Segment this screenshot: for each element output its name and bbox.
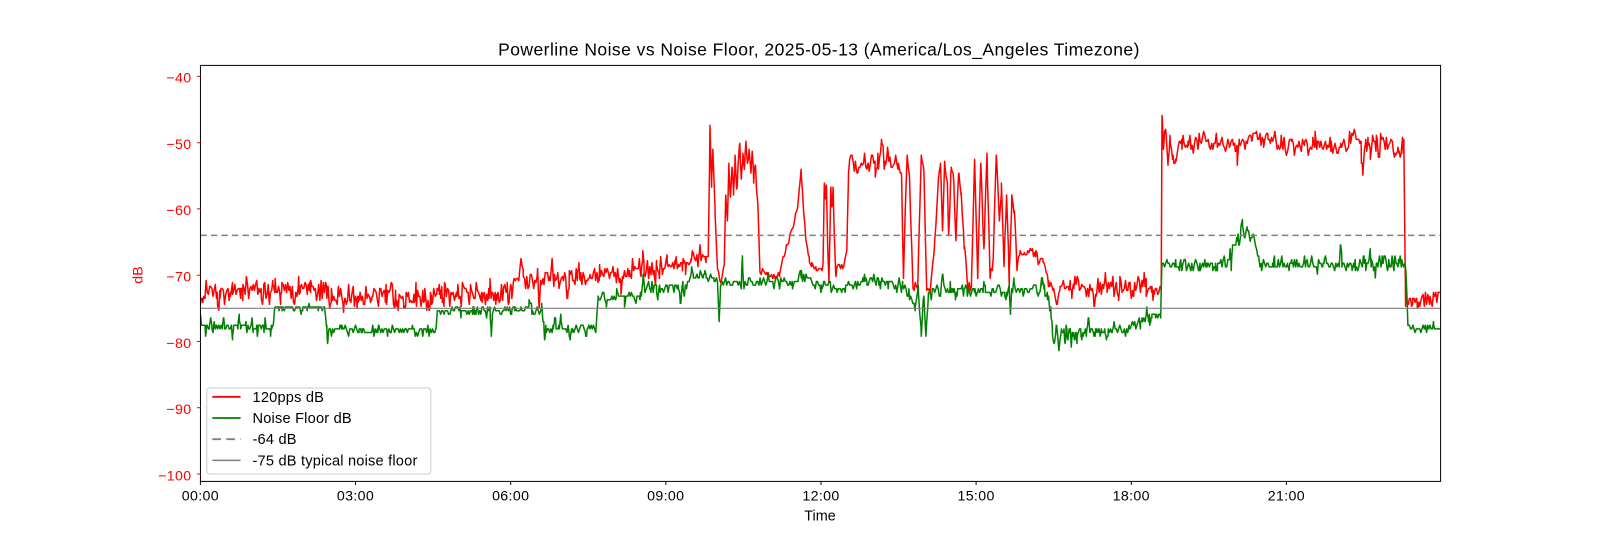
svg-text:-75 dB typical noise floor: -75 dB typical noise floor xyxy=(253,453,418,469)
svg-text:−50: −50 xyxy=(166,137,191,153)
svg-text:−80: −80 xyxy=(166,336,191,352)
svg-text:03:00: 03:00 xyxy=(337,488,374,504)
svg-text:06:00: 06:00 xyxy=(492,488,529,504)
svg-text:Noise Floor dB: Noise Floor dB xyxy=(253,411,352,427)
svg-text:−40: −40 xyxy=(166,71,191,87)
svg-text:12:00: 12:00 xyxy=(802,488,839,504)
svg-text:−90: −90 xyxy=(166,402,191,418)
svg-text:−60: −60 xyxy=(166,203,191,219)
svg-text:18:00: 18:00 xyxy=(1113,488,1150,504)
svg-text:-64 dB: -64 dB xyxy=(253,432,297,448)
svg-text:120pps dB: 120pps dB xyxy=(253,390,325,406)
svg-text:00:00: 00:00 xyxy=(182,488,219,504)
svg-text:−100: −100 xyxy=(158,468,191,484)
svg-text:dB: dB xyxy=(131,266,147,283)
svg-text:15:00: 15:00 xyxy=(957,488,994,504)
svg-text:−70: −70 xyxy=(166,270,191,286)
svg-text:09:00: 09:00 xyxy=(647,488,684,504)
svg-text:Time: Time xyxy=(804,509,835,525)
svg-text:21:00: 21:00 xyxy=(1268,488,1305,504)
svg-text:Powerline Noise vs Noise Floor: Powerline Noise vs Noise Floor, 2025-05-… xyxy=(498,40,1140,61)
